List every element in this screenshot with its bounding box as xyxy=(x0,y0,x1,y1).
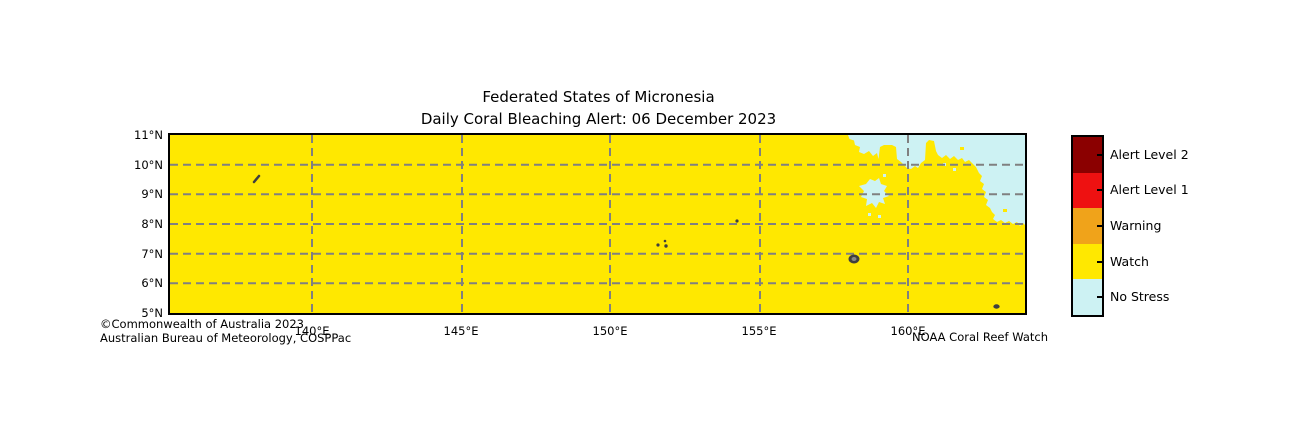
legend-label: No Stress xyxy=(1110,289,1170,305)
x-tick-label: 140°E xyxy=(294,324,330,338)
map-svg xyxy=(170,135,1025,313)
island-marker xyxy=(993,304,1000,309)
x-tick-label: 155°E xyxy=(741,324,777,338)
island-marker xyxy=(735,219,739,223)
chart-title: Federated States of Micronesia xyxy=(482,88,715,106)
chart-subtitle: Daily Coral Bleaching Alert: 06 December… xyxy=(420,109,777,128)
legend-tick xyxy=(1097,153,1102,156)
legend-label: Warning xyxy=(1110,218,1162,233)
island-marker-lagoon xyxy=(851,257,857,261)
copyright-line-1: ©Commonwealth of Australia 2023 xyxy=(100,317,305,331)
noaa-credit: NOAA Coral Reef Watch xyxy=(912,330,1048,344)
legend-swatch xyxy=(1073,279,1102,315)
y-tick-label: 10°N xyxy=(134,157,163,172)
island-marker xyxy=(663,239,667,243)
y-tick-label: 9°N xyxy=(141,187,163,202)
legend-tick xyxy=(1097,260,1102,263)
legend-tick xyxy=(1097,296,1102,299)
no-stress-region xyxy=(848,135,1025,226)
no-stress-speckle xyxy=(953,168,956,171)
legend-label: Alert Level 1 xyxy=(1110,182,1189,198)
island-marker xyxy=(664,244,668,248)
legend-tick xyxy=(1097,189,1102,192)
x-tick-label: 150°E xyxy=(592,324,628,338)
y-tick-label: 11°N xyxy=(134,128,163,142)
legend-label: Watch xyxy=(1110,253,1149,269)
no-stress-speckle xyxy=(868,213,871,216)
legend-swatch xyxy=(1073,243,1102,280)
island-marker xyxy=(656,243,660,247)
x-tick-label: 160°E xyxy=(890,324,926,338)
y-tick-label: 5°N xyxy=(141,306,163,320)
chart-title-block: Federated States of Micronesia Daily Cor… xyxy=(170,87,1027,130)
legend-swatch xyxy=(1073,172,1102,209)
y-tick-label: 8°N xyxy=(141,217,163,231)
y-tick-label: 7°N xyxy=(141,246,163,261)
no-stress-speckle xyxy=(883,174,886,177)
legend-swatch xyxy=(1073,208,1102,244)
watch-speckle xyxy=(1003,209,1007,212)
legend-label: Alert Level 2 xyxy=(1110,146,1189,162)
watch-speckle xyxy=(960,147,964,150)
legend-colorbar xyxy=(1071,135,1104,317)
no-stress-speckle xyxy=(878,215,881,218)
map-plot-area xyxy=(168,133,1027,315)
copyright-credit: ©Commonwealth of Australia 2023 Australi… xyxy=(100,317,352,345)
no-stress-region xyxy=(859,178,889,208)
y-tick-label: 6°N xyxy=(141,276,163,291)
island-marker xyxy=(252,174,261,184)
legend-swatch xyxy=(1073,137,1102,173)
legend-tick xyxy=(1097,224,1102,227)
x-tick-label: 145°E xyxy=(443,324,479,338)
copyright-line-2: Australian Bureau of Meteorology, COSPPa… xyxy=(100,330,352,345)
